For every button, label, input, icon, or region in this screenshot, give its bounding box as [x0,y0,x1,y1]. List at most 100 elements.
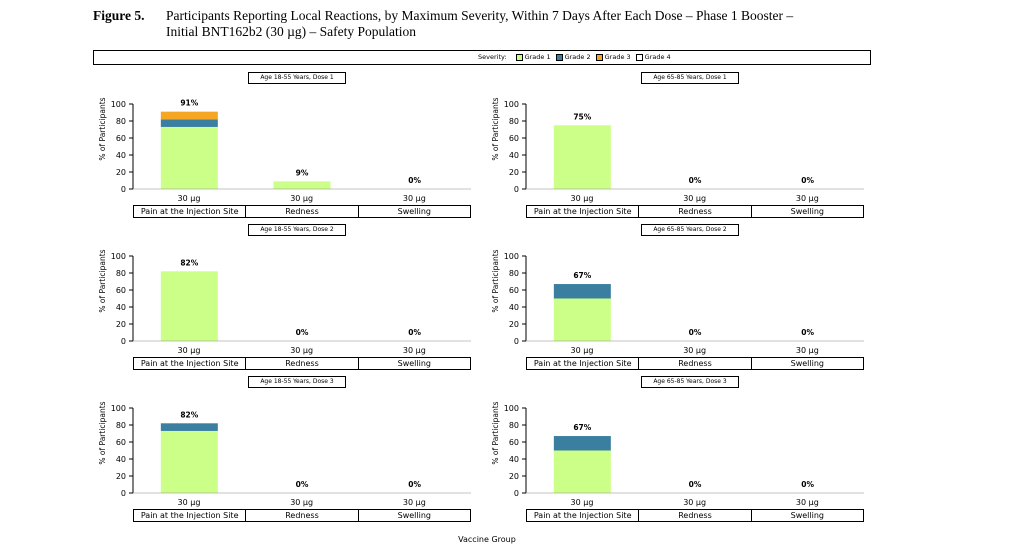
category-bar: Pain at the Injection Site Redness Swellin… [526,205,864,218]
bar-segment-grade-1 [553,125,611,189]
chart-panel-5: Age 18-55 Years, Dose 3% of Participants… [93,376,488,526]
bar-value-label: 0% [408,328,421,337]
y-tick-label: 60 [509,134,519,143]
panel-title: Age 65-85 Years, Dose 1 [641,72,739,84]
legend-label-grade-3: Grade 3 [604,53,631,61]
category-label: Pain at the Injection Site [533,359,632,368]
y-tick-label: 0 [121,185,126,194]
y-tick-label: 60 [116,438,126,447]
y-tick-label: 40 [116,455,126,464]
dose-label: 30 µg [290,346,314,355]
bar-segment-grade-1 [553,298,611,341]
y-tick-label: 40 [509,303,519,312]
bar-chart: 0 20 40 60 80 100 67% 0% 0% [504,404,865,498]
y-tick-label: 100 [111,100,126,109]
legend-item-grade-1: Grade 1 [515,53,551,61]
panel-title: Age 18-55 Years, Dose 2 [248,224,346,236]
bar-chart: 0 20 40 60 80 100 82% 0% 0% [111,404,472,498]
bar-segment-grade-2 [160,423,218,431]
category-bar: Pain at the Injection Site Redness Swellin… [133,509,471,522]
legend-label-grade-1: Grade 1 [524,53,551,61]
dose-label: 30 µg [290,194,314,203]
category-label: Swelling [750,510,863,521]
chart-panel-1: Age 18-55 Years, Dose 1% of Participants… [93,72,488,222]
bar-value-label: 0% [689,176,702,185]
bar-value-label: 0% [801,480,814,489]
y-tick-label: 0 [121,337,126,346]
y-tick-label: 60 [509,286,519,295]
bar-value-label: 91% [180,99,198,108]
category-label: Swelling [357,206,470,217]
dose-label: 30 µg [177,194,201,203]
y-tick-label: 20 [116,320,126,329]
panel-title: Age 65-85 Years, Dose 3 [641,376,739,388]
y-tick-label: 60 [509,438,519,447]
y-tick-label: 20 [509,472,519,481]
bar-value-label: 0% [801,176,814,185]
y-tick-label: 60 [116,286,126,295]
y-tick-label: 80 [116,421,126,430]
bar-segment-grade-2 [553,436,611,451]
bar-value-label: 0% [296,328,309,337]
category-bar: Pain at the Injection Site Redness Swellin… [133,357,471,370]
bar-segment-grade-1 [160,430,218,493]
category-label: Pain at the Injection Site [533,207,632,216]
bar-segment-grade-1 [160,271,218,341]
severity-legend: Severity: Grade 1 Grade 2 Grade 3 Grade … [93,50,871,65]
legend-label-grade-4: Grade 4 [644,53,671,61]
dose-label: 30 µg [795,498,819,507]
panel-title: Age 18-55 Years, Dose 1 [248,72,346,84]
category-label: Redness [638,206,750,217]
y-tick-label: 60 [116,134,126,143]
y-tick-label: 80 [509,421,519,430]
bar-value-label: 9% [296,168,309,177]
figure-label: Figure 5. [93,8,145,23]
category-label: Swelling [357,510,470,521]
bar-value-label: 0% [801,328,814,337]
bar-value-label: 82% [180,410,198,419]
bar-segment-grade-1 [160,126,218,189]
category-label: Pain at the Injection Site [140,359,239,368]
y-tick-label: 40 [509,151,519,160]
legend-title: Severity: [478,53,507,61]
dose-label: 30 µg [683,346,707,355]
y-tick-label: 20 [509,168,519,177]
legend-item-grade-2: Grade 2 [555,53,591,61]
bar-value-label: 75% [573,112,591,121]
chart-panel-6: Age 65-85 Years, Dose 3% of Participants… [486,376,881,526]
bar-chart: 0 20 40 60 80 100 91% 9% 0% [111,99,472,194]
y-tick-label: 0 [514,489,519,498]
legend-swatch-grade-3 [595,53,603,61]
category-bar: Pain at the Injection Site Redness Swellin… [526,509,864,522]
legend-item-grade-3: Grade 3 [595,53,631,61]
x-axis-title: Vaccine Group [458,535,516,544]
y-tick-label: 100 [111,252,126,261]
figure-title: Participants Reporting Local Reactions, … [166,8,926,40]
category-label: Redness [245,510,357,521]
category-label: Swelling [750,206,863,217]
dose-label: 30 µg [795,346,819,355]
figure-title-line-1: Participants Reporting Local Reactions, … [166,8,794,23]
y-tick-label: 0 [514,337,519,346]
legend-swatch-grade-1 [515,53,523,61]
dose-label: 30 µg [683,498,707,507]
y-tick-label: 80 [509,269,519,278]
category-label: Redness [638,510,750,521]
bar-value-label: 82% [180,258,198,267]
dose-label: 30 µg [683,194,707,203]
chart-panel-4: Age 65-85 Years, Dose 2% of Participants… [486,224,881,374]
chart-panel-3: Age 18-55 Years, Dose 2% of Participants… [93,224,488,374]
dose-label: 30 µg [570,498,594,507]
bar-value-label: 0% [689,328,702,337]
dose-label: 30 µg [402,498,426,507]
y-tick-label: 20 [509,320,519,329]
dose-label: 30 µg [177,346,201,355]
legend-item-grade-4: Grade 4 [635,53,671,61]
y-tick-label: 100 [504,100,519,109]
dose-label: 30 µg [795,194,819,203]
dose-label: 30 µg [402,346,426,355]
y-tick-label: 100 [504,252,519,261]
dose-label: 30 µg [570,346,594,355]
bar-segment-grade-1 [553,450,611,493]
category-bar: Pain at the Injection Site Redness Swellin… [133,205,471,218]
